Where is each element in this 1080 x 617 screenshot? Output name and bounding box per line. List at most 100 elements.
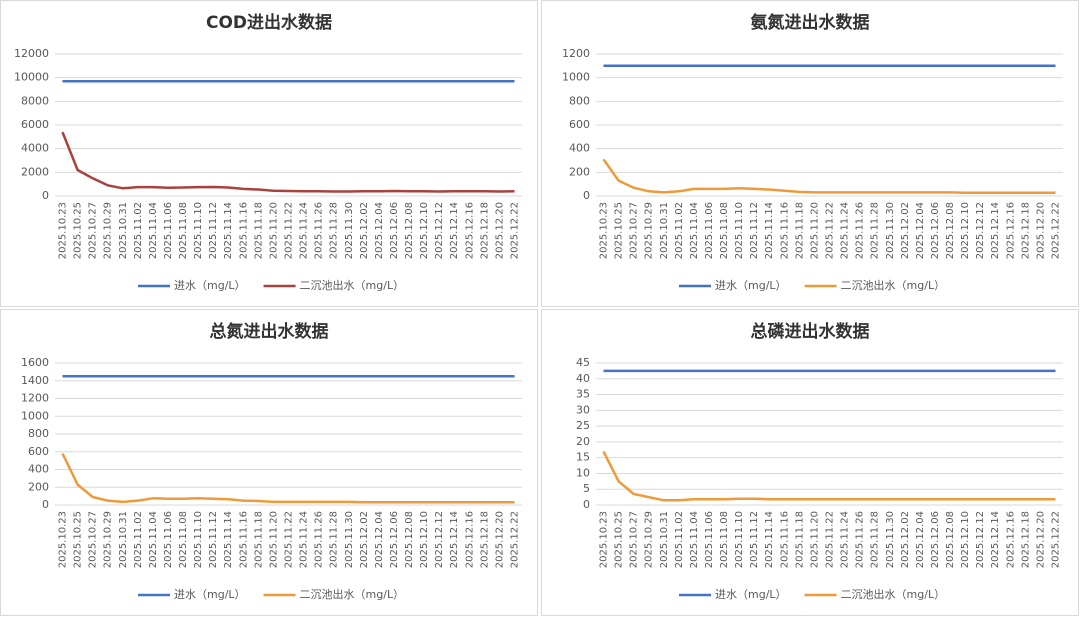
x-tick-label: 2025.12.06 <box>389 202 400 259</box>
x-tick-label: 2025.11.10 <box>734 511 745 568</box>
panel-border <box>541 309 1079 616</box>
x-tick-label: 2025.11.26 <box>314 202 325 259</box>
x-tick-label: 2025.12.12 <box>975 202 986 259</box>
x-tick-label: 2025.12.14 <box>449 202 460 259</box>
x-tick-label: 2025.10.23 <box>599 511 610 568</box>
x-tick-label: 2025.10.29 <box>103 511 114 568</box>
x-tick-label: 2025.12.12 <box>975 511 986 568</box>
x-tick-label: 2025.10.23 <box>58 511 69 568</box>
x-tick-label: 2025.11.26 <box>855 511 866 568</box>
x-tick-label: 2025.11.14 <box>223 511 234 568</box>
x-tick-label: 2025.11.16 <box>238 202 249 259</box>
x-tick-label: 2025.11.18 <box>253 511 264 568</box>
panel-border <box>0 0 538 307</box>
x-tick-label: 2025.11.22 <box>825 202 836 259</box>
y-tick-label: 600 <box>28 445 49 458</box>
x-tick-label: 2025.11.28 <box>870 202 881 259</box>
x-tick-label: 2025.12.02 <box>900 511 911 568</box>
x-tick-label: 2025.10.31 <box>659 511 670 568</box>
x-tick-label: 2025.11.12 <box>208 202 219 259</box>
x-tick-label: 2025.11.06 <box>163 511 174 568</box>
x-tick-label: 2025.11.20 <box>809 511 820 568</box>
x-tick-label: 2025.12.18 <box>479 202 490 259</box>
y-tick-label: 1000 <box>21 409 49 422</box>
y-tick-label: 200 <box>28 480 49 493</box>
x-tick-label: 2025.11.12 <box>749 511 760 568</box>
x-tick-label: 2025.12.08 <box>945 202 956 259</box>
x-tick-label: 2025.11.28 <box>329 202 340 259</box>
x-tick-label: 2025.11.22 <box>825 511 836 568</box>
x-tick-label: 2025.11.30 <box>344 202 355 259</box>
y-tick-label: 800 <box>28 427 49 440</box>
y-tick-label: 1600 <box>21 356 49 369</box>
x-tick-label: 2025.11.14 <box>764 202 775 259</box>
x-tick-label: 2025.12.16 <box>464 511 475 568</box>
x-tick-label: 2025.11.30 <box>885 202 896 259</box>
y-tick-label: 6000 <box>21 118 49 131</box>
chart-title: COD进出水数据 <box>206 12 332 33</box>
x-tick-label: 2025.11.10 <box>734 202 745 259</box>
y-tick-label: 8000 <box>21 94 49 107</box>
panel-border <box>541 0 1079 307</box>
x-tick-label: 2025.12.20 <box>494 202 505 259</box>
x-tick-label: 2025.12.06 <box>930 511 941 568</box>
y-tick-label: 12000 <box>14 47 49 60</box>
x-tick-label: 2025.11.24 <box>840 511 851 568</box>
x-tick-label: 2025.12.16 <box>1005 511 1016 568</box>
series-line <box>602 158 1056 194</box>
x-tick-label: 2025.11.06 <box>163 202 174 259</box>
x-tick-label: 2025.11.18 <box>794 202 805 259</box>
x-tick-label: 2025.12.02 <box>359 202 370 259</box>
x-tick-label: 2025.11.24 <box>840 202 851 259</box>
x-tick-label: 2025.12.14 <box>449 511 460 568</box>
y-tick-label: 25 <box>576 419 590 432</box>
x-tick-label: 2025.12.06 <box>930 202 941 259</box>
x-tick-label: 2025.12.18 <box>1020 511 1031 568</box>
y-tick-label: 30 <box>576 403 590 416</box>
x-tick-label: 2025.12.20 <box>1035 511 1046 568</box>
x-tick-label: 2025.12.02 <box>359 511 370 568</box>
x-tick-label: 2025.12.20 <box>494 511 505 568</box>
x-tick-label: 2025.12.10 <box>419 511 430 568</box>
y-tick-label: 200 <box>569 165 590 178</box>
x-tick-label: 2025.12.04 <box>915 511 926 568</box>
x-tick-label: 2025.12.04 <box>374 511 385 568</box>
x-tick-label: 2025.11.08 <box>719 202 730 259</box>
y-tick-label: 0 <box>42 189 49 202</box>
y-tick-label: 0 <box>42 498 49 511</box>
x-tick-label: 2025.11.20 <box>809 202 820 259</box>
chart-title: 氨氮进出水数据 <box>751 12 870 33</box>
y-tick-label: 4000 <box>21 142 49 155</box>
x-tick-label: 2025.12.10 <box>419 202 430 259</box>
y-tick-label: 20 <box>576 435 590 448</box>
x-tick-label: 2025.12.16 <box>1005 202 1016 259</box>
y-tick-label: 400 <box>28 463 49 476</box>
chart-title: 总氮进出水数据 <box>210 321 329 342</box>
x-tick-label: 2025.10.29 <box>644 202 655 259</box>
x-tick-label: 2025.12.20 <box>1035 202 1046 259</box>
x-tick-label: 2025.11.30 <box>885 511 896 568</box>
y-tick-label: 400 <box>569 142 590 155</box>
x-tick-label: 2025.10.27 <box>88 202 99 259</box>
x-tick-label: 2025.11.04 <box>148 202 159 259</box>
x-tick-label: 2025.11.02 <box>674 511 685 568</box>
x-tick-label: 2025.10.29 <box>103 202 114 259</box>
x-tick-label: 2025.11.04 <box>689 202 700 259</box>
legend-label: 进水（mg/L） <box>174 588 246 601</box>
legend-label: 二沉池出水（mg/L） <box>841 587 946 601</box>
y-tick-label: 1200 <box>562 47 590 60</box>
x-tick-label: 2025.10.27 <box>88 511 99 568</box>
x-tick-label: 2025.10.31 <box>118 511 129 568</box>
x-tick-label: 2025.12.22 <box>1050 511 1061 568</box>
x-tick-label: 2025.10.23 <box>599 202 610 259</box>
x-tick-label: 2025.12.22 <box>1050 202 1061 259</box>
legend-label: 二沉池出水（mg/L） <box>300 278 405 292</box>
series-line <box>61 452 515 504</box>
x-tick-label: 2025.11.08 <box>178 511 189 568</box>
y-tick-label: 35 <box>576 388 590 401</box>
x-tick-label: 2025.10.25 <box>614 511 625 568</box>
x-tick-label: 2025.11.02 <box>674 202 685 259</box>
x-tick-label: 2025.10.25 <box>73 202 84 259</box>
x-tick-label: 2025.11.16 <box>779 202 790 259</box>
